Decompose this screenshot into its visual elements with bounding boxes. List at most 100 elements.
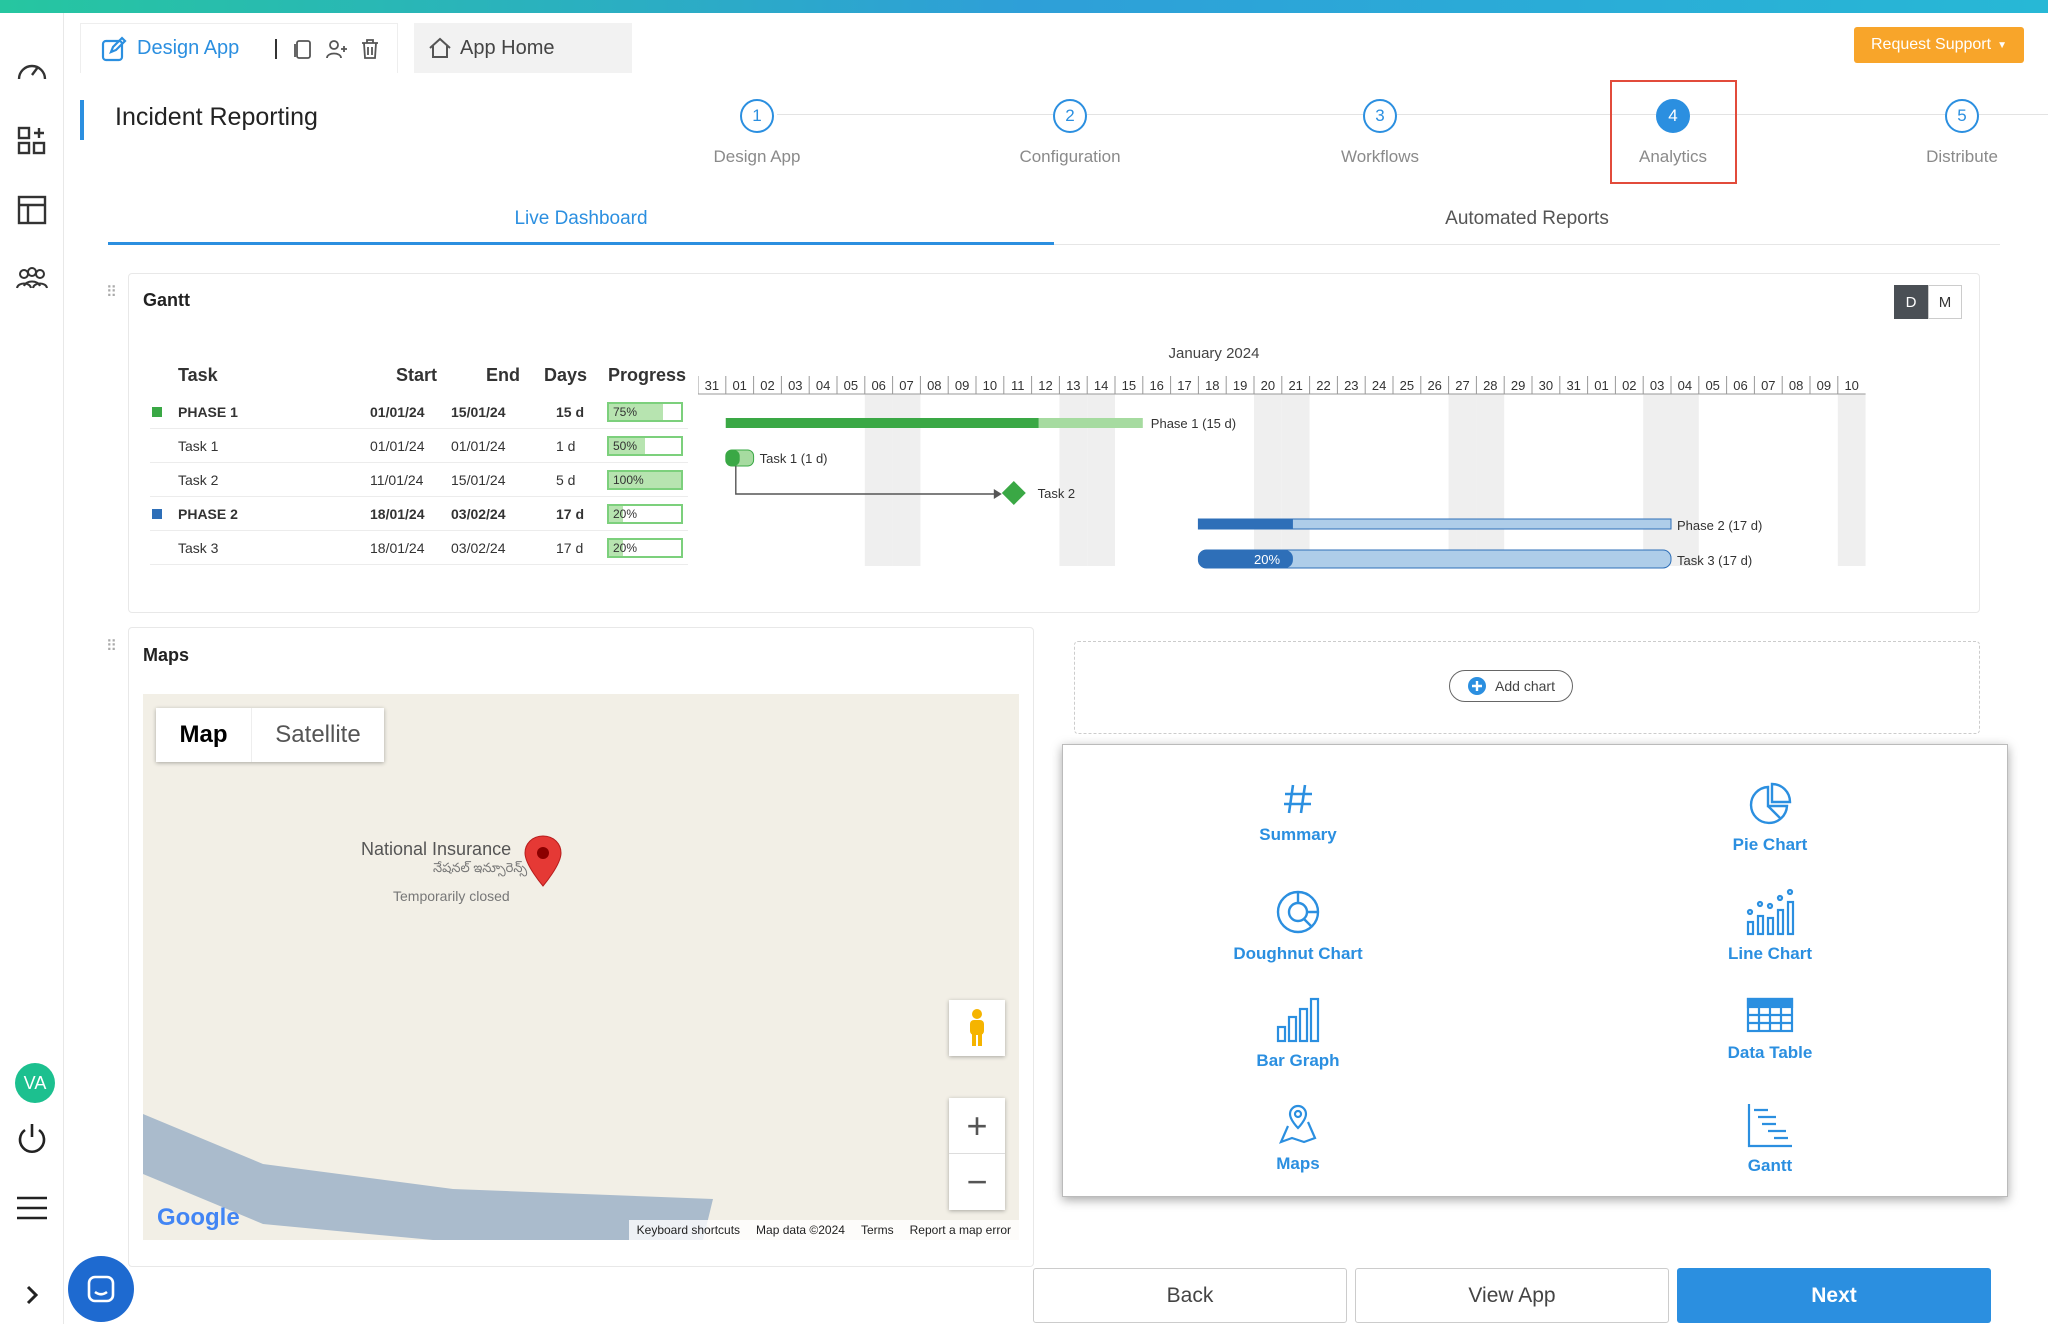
day-label: 17 — [1177, 378, 1191, 393]
weekend-band — [1476, 394, 1505, 566]
step-2[interactable]: 2 Configuration — [990, 99, 1150, 167]
menu-icon[interactable] — [12, 1188, 52, 1228]
chart-option-bar[interactable]: Bar Graph — [1198, 995, 1398, 1071]
day-label: 25 — [1400, 378, 1414, 393]
hash-icon — [1284, 784, 1312, 814]
design-app-label[interactable]: Design App — [137, 37, 240, 59]
chart-type-picker: Summary Pie Chart Doughnut Chart Line Ch… — [1062, 744, 2008, 1197]
view-app-button[interactable]: View App — [1355, 1268, 1669, 1323]
active-step-highlight — [1610, 80, 1737, 184]
map-pin-icon[interactable] — [523, 834, 563, 888]
next-button[interactable]: Next — [1677, 1268, 1991, 1323]
map-type-satellite[interactable]: Satellite — [251, 708, 384, 762]
day-label: 03 — [1650, 378, 1664, 393]
row-days: 5 d — [556, 472, 576, 488]
row-progress-bar: 20% — [607, 504, 683, 524]
toggle-day[interactable]: D — [1894, 285, 1928, 319]
step-5[interactable]: 5 Distribute — [1882, 99, 2042, 167]
street-view-pegman-icon[interactable] — [949, 1000, 1005, 1056]
day-label: 04 — [816, 378, 830, 393]
day-label: 29 — [1511, 378, 1525, 393]
row-end: 15/01/24 — [451, 472, 506, 488]
table-row[interactable]: Task 2 11/01/24 15/01/24 5 d 100% — [150, 463, 688, 497]
col-end: End — [486, 365, 520, 385]
step-number: 5 — [1945, 99, 1979, 133]
trash-icon[interactable] — [359, 38, 381, 60]
add-chart-button[interactable]: Add chart — [1449, 670, 1573, 702]
main-content: Design App App Home Request Support ▼ In… — [80, 13, 2048, 1324]
chart-option-label: Maps — [1276, 1154, 1320, 1173]
map-type-control: Map Satellite — [156, 708, 384, 762]
back-button[interactable]: Back — [1033, 1268, 1347, 1323]
chart-option-maps[interactable]: Maps — [1198, 1102, 1398, 1174]
place-name[interactable]: National Insurance — [361, 839, 512, 859]
day-label: 05 — [844, 378, 858, 393]
day-label: 15 — [1122, 378, 1136, 393]
task1-progress — [725, 450, 740, 466]
chart-option-line[interactable]: Line Chart — [1670, 888, 1870, 964]
dashboard-icon[interactable] — [12, 51, 52, 91]
toggle-month[interactable]: M — [1928, 285, 1962, 319]
keyboard-shortcuts-link[interactable]: Keyboard shortcuts — [636, 1223, 741, 1237]
step-number: 3 — [1363, 99, 1397, 133]
row-days: 1 d — [556, 438, 576, 454]
chart-option-pie[interactable]: Pie Chart — [1670, 781, 1870, 855]
table-row[interactable]: Task 1 01/01/24 01/01/24 1 d 50% — [150, 429, 688, 463]
layout-icon[interactable] — [12, 190, 52, 230]
chart-option-summary[interactable]: Summary — [1198, 781, 1398, 845]
day-label: 19 — [1233, 378, 1247, 393]
day-label: 02 — [760, 378, 774, 393]
phase-marker-icon — [152, 509, 162, 519]
line-chart-icon — [1746, 888, 1795, 936]
terms-link[interactable]: Terms — [860, 1223, 894, 1237]
step-label: Analytics — [1638, 147, 1708, 166]
tab-automated-reports[interactable]: Automated Reports — [1445, 208, 1609, 229]
chart-option-gantt[interactable]: Gantt — [1670, 1102, 1870, 1176]
expand-chevron-icon[interactable] — [12, 1275, 52, 1315]
task2-milestone[interactable] — [1001, 481, 1026, 505]
table-row[interactable]: PHASE 2 18/01/24 03/02/24 17 d 20% — [150, 497, 688, 531]
day-label: 13 — [1066, 378, 1080, 393]
table-row[interactable]: PHASE 1 01/01/24 15/01/24 15 d 75% — [150, 395, 688, 429]
copy-icon[interactable] — [293, 38, 315, 60]
day-label: 30 — [1539, 378, 1553, 393]
gantt-month-label: January 2024 — [1169, 345, 1260, 362]
step-connector — [777, 114, 2048, 115]
table-row[interactable]: Task 3 18/01/24 03/02/24 17 d 20% — [150, 531, 688, 565]
day-label: 07 — [1761, 378, 1775, 393]
step-1[interactable]: 1 Design App — [677, 99, 837, 167]
step-3[interactable]: 3 Workflows — [1300, 99, 1460, 167]
user-avatar[interactable]: VA — [15, 1063, 55, 1103]
chart-option-label: Line Chart — [1727, 944, 1813, 963]
zoom-in-button[interactable]: + — [949, 1098, 1005, 1154]
chat-launcher-button[interactable] — [68, 1256, 134, 1322]
zoom-out-button[interactable]: − — [966, 1161, 988, 1202]
app-home-label: App Home — [460, 36, 555, 59]
day-label: 28 — [1483, 378, 1497, 393]
report-map-error-link[interactable]: Report a map error — [909, 1223, 1011, 1237]
step-number: 4 — [1656, 99, 1690, 133]
users-icon[interactable] — [12, 259, 52, 299]
day-label: 21 — [1288, 378, 1302, 393]
drag-handle-icon[interactable]: ⠿ — [106, 284, 117, 301]
map-view[interactable]: Map Satellite National Insurance నేషనల్ … — [143, 694, 1019, 1240]
gantt-icon — [1747, 1104, 1792, 1148]
apps-icon[interactable] — [12, 121, 52, 161]
add-user-icon[interactable] — [325, 38, 349, 60]
app-home-tab[interactable]: App Home — [414, 23, 632, 73]
chart-option-table[interactable]: Data Table — [1670, 995, 1870, 1063]
phase2-label: Phase 2 (17 d) — [1677, 518, 1762, 533]
request-support-button[interactable]: Request Support ▼ — [1854, 27, 2024, 63]
map-type-map[interactable]: Map — [179, 721, 228, 748]
row-start: 01/01/24 — [370, 438, 425, 454]
chart-option-doughnut[interactable]: Doughnut Chart — [1198, 888, 1398, 964]
drag-handle-icon[interactable]: ⠿ — [106, 638, 117, 655]
day-label: 06 — [871, 378, 885, 393]
row-start: 01/01/24 — [370, 404, 425, 420]
page-title: Incident Reporting — [115, 103, 318, 131]
row-progress-bar: 75% — [607, 402, 683, 422]
tab-live-dashboard[interactable]: Live Dashboard — [108, 193, 1054, 245]
row-progress-bar: 50% — [607, 436, 683, 456]
step-4[interactable]: 4 Analytics — [1593, 99, 1753, 167]
power-icon[interactable] — [12, 1118, 52, 1158]
